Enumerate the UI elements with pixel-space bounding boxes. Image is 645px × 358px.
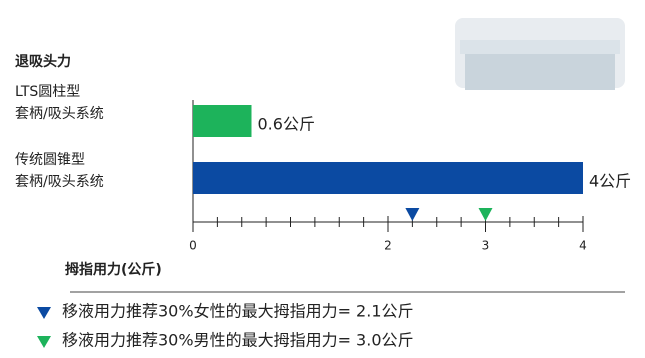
product-image bbox=[455, 18, 625, 90]
category-label: LTS圆柱型 bbox=[15, 84, 80, 100]
legend-marker bbox=[37, 307, 51, 319]
category-label: 套柄/吸头系统 bbox=[15, 106, 104, 122]
chart-title: 退吸头力 bbox=[15, 53, 71, 70]
value-label: 0.6公斤 bbox=[258, 115, 315, 134]
x-tick-label: 3 bbox=[482, 239, 490, 253]
x-axis-label: 拇指用力(公斤) bbox=[65, 261, 162, 278]
threshold-marker bbox=[405, 208, 420, 221]
x-tick-label: 2 bbox=[384, 239, 392, 253]
threshold-marker bbox=[478, 208, 493, 221]
category-label: 套柄/吸头系统 bbox=[15, 174, 104, 190]
value-label: 4公斤 bbox=[589, 172, 631, 191]
legend-marker bbox=[37, 336, 51, 348]
x-tick-label: 4 bbox=[579, 239, 587, 253]
x-tick-label: 0 bbox=[189, 239, 197, 253]
legend-label: 移液用力推荐30%男性的最大拇指用力= 3.0公斤 bbox=[62, 331, 414, 350]
bar bbox=[193, 162, 583, 194]
category-label: 传统圆锥型 bbox=[15, 152, 85, 168]
bar bbox=[193, 105, 252, 137]
legend-label: 移液用力推荐30%女性的最大拇指用力= 2.1公斤 bbox=[62, 302, 414, 321]
